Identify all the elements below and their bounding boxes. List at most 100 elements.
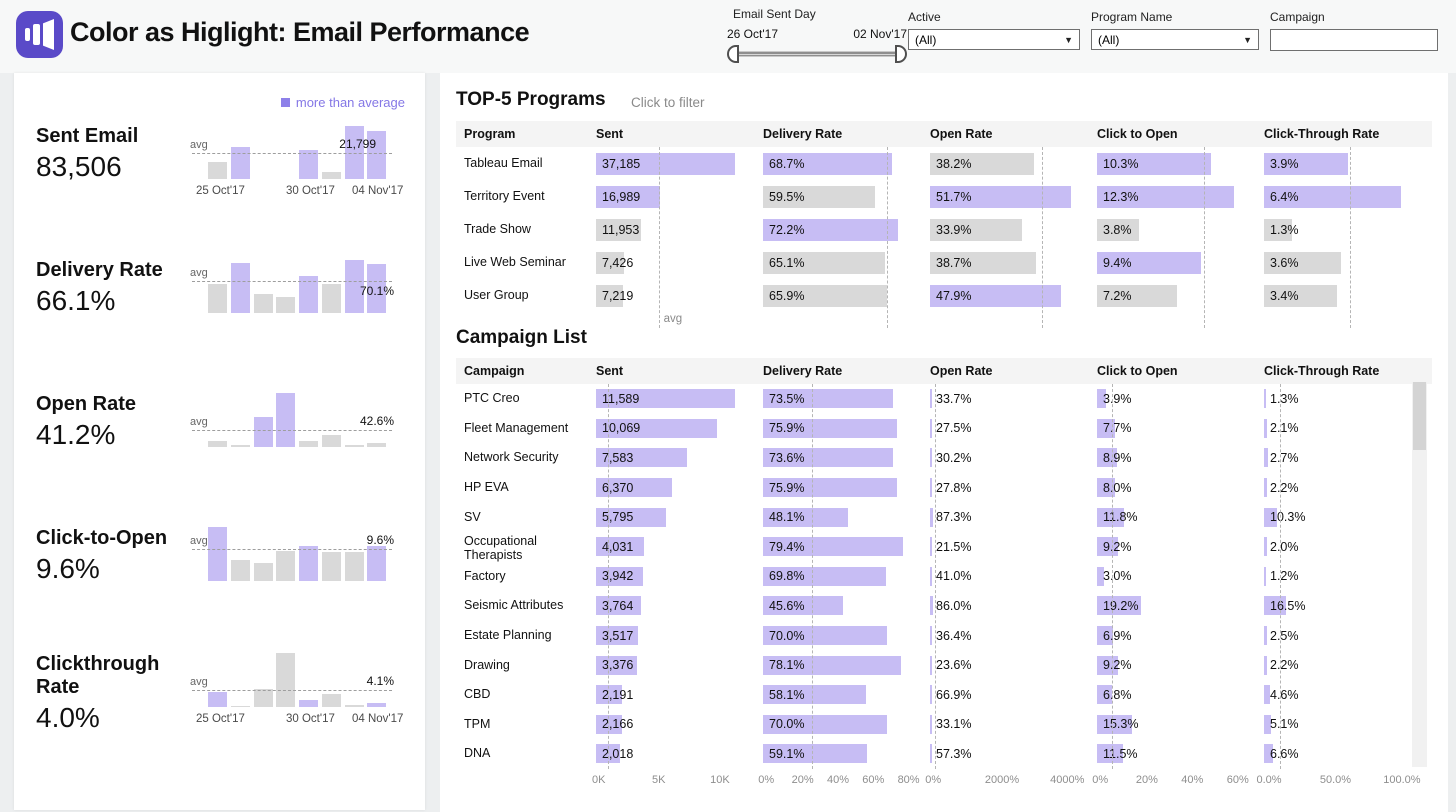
cell-bar[interactable] xyxy=(1264,251,1341,274)
cell-bar[interactable] xyxy=(930,389,932,409)
cell-bar[interactable] xyxy=(763,655,901,675)
table-row[interactable]: Seismic Attributes 3,764 45.6% 86.0% 19.2% 16… xyxy=(456,591,1432,621)
cell-bar[interactable] xyxy=(763,626,887,646)
table-row[interactable]: Factory 3,942 69.8% 41.0% 3.0% 1.2% xyxy=(456,562,1432,592)
cell-bar[interactable] xyxy=(1264,566,1266,586)
cell-bar[interactable] xyxy=(763,284,887,307)
slider-handle-start[interactable] xyxy=(727,45,739,63)
slider-handle-end[interactable] xyxy=(895,45,907,63)
scrollbar-thumb[interactable] xyxy=(1413,382,1426,450)
program-name-dropdown[interactable]: (All) ▼ xyxy=(1091,29,1259,50)
table-row[interactable]: Trade Show 11,953 72.2% 33.9% 3.8% 1.3% xyxy=(456,213,1432,246)
active-dropdown[interactable]: (All) ▼ xyxy=(908,29,1080,50)
cell-bar[interactable] xyxy=(763,566,886,586)
cell-bar[interactable] xyxy=(930,152,1034,175)
cell-bar[interactable] xyxy=(1097,152,1211,175)
cell-bar[interactable] xyxy=(930,566,932,586)
cell-bar[interactable] xyxy=(1097,744,1123,764)
cell-bar[interactable] xyxy=(763,478,897,498)
cell-bar[interactable] xyxy=(1264,448,1268,468)
cell-bar[interactable] xyxy=(930,655,932,675)
table-row[interactable]: Fleet Management 10,069 75.9% 27.5% 7.7% 2.1% xyxy=(456,414,1432,444)
cell-bar[interactable] xyxy=(930,537,932,557)
cell-bar[interactable] xyxy=(930,478,932,498)
cell-bar[interactable] xyxy=(1097,596,1141,616)
cell-bar[interactable] xyxy=(930,251,1036,274)
cell-bar[interactable] xyxy=(1097,185,1234,208)
cell-bar[interactable] xyxy=(1264,218,1292,241)
cell-bar[interactable] xyxy=(596,655,637,675)
cell-bar[interactable] xyxy=(1097,251,1201,274)
cell-bar[interactable] xyxy=(930,685,932,705)
cell-bar[interactable] xyxy=(763,685,866,705)
cell-bar[interactable] xyxy=(1264,714,1271,734)
cell-bar[interactable] xyxy=(596,685,622,705)
table-row[interactable]: User Group 7,219 65.9% 47.9% 7.2% 3.4% xyxy=(456,279,1432,312)
table-row[interactable]: Live Web Seminar 7,426 65.1% 38.7% 9.4% 3.6% xyxy=(456,246,1432,279)
table-row[interactable]: SV 5,795 48.1% 87.3% 11.8% 10.3% xyxy=(456,502,1432,532)
table-row[interactable]: Tableau Email 37,185 68.7% 38.2% 10.3% 3.9% xyxy=(456,147,1432,180)
cell-bar[interactable] xyxy=(1264,389,1266,409)
cell-bar[interactable] xyxy=(763,418,897,438)
cell-bar[interactable] xyxy=(596,478,672,498)
table-row[interactable]: TPM 2,166 70.0% 33.1% 15.3% 5.1% xyxy=(456,710,1432,740)
cell-bar[interactable] xyxy=(930,596,933,616)
cell-bar[interactable] xyxy=(596,566,643,586)
table-row[interactable]: Occupational Therapists 4,031 79.4% 21.5% 9.… xyxy=(456,532,1432,562)
cell-bar[interactable] xyxy=(1264,655,1267,675)
cell-bar[interactable] xyxy=(930,448,932,468)
date-range-slider[interactable] xyxy=(727,44,907,64)
cell-bar[interactable] xyxy=(596,596,641,616)
cell-bar[interactable] xyxy=(596,714,622,734)
cell-bar[interactable] xyxy=(763,714,887,734)
cell-bar[interactable] xyxy=(1264,744,1273,764)
cell-bar[interactable] xyxy=(763,507,848,527)
cell-bar[interactable] xyxy=(930,418,932,438)
table-row[interactable]: PTC Creo 11,589 73.5% 33.7% 3.9% 1.3% xyxy=(456,384,1432,414)
cell-bar[interactable] xyxy=(1264,507,1277,527)
cell-bar[interactable] xyxy=(1097,685,1112,705)
cell-bar[interactable] xyxy=(763,389,893,409)
cell-bar[interactable] xyxy=(596,626,638,646)
cell-bar[interactable] xyxy=(1264,478,1267,498)
table-row[interactable]: HP EVA 6,370 75.9% 27.8% 8.0% 2.2% xyxy=(456,473,1432,503)
cell-bar[interactable] xyxy=(1264,152,1348,175)
cell-bar[interactable] xyxy=(930,284,1061,307)
cell-bar[interactable] xyxy=(930,744,932,764)
table-row[interactable]: Network Security 7,583 73.6% 30.2% 8.9% 2.7% xyxy=(456,443,1432,473)
cell-bar[interactable] xyxy=(1097,389,1106,409)
cell-bar[interactable] xyxy=(596,251,624,274)
cell-bar[interactable] xyxy=(1264,537,1267,557)
table-row[interactable]: Territory Event 16,989 59.5% 51.7% 12.3% 6.4% xyxy=(456,180,1432,213)
cell-bar[interactable] xyxy=(763,744,867,764)
cell-bar[interactable] xyxy=(596,185,660,208)
table-row[interactable]: Estate Planning 3,517 70.0% 36.4% 6.9% 2.5% xyxy=(456,621,1432,651)
cell-bar[interactable] xyxy=(930,507,933,527)
cell-bar[interactable] xyxy=(1264,284,1337,307)
cell-bar[interactable] xyxy=(1264,185,1401,208)
cell-bar[interactable] xyxy=(930,714,932,734)
cell-bar[interactable] xyxy=(763,218,898,241)
cell-bar[interactable] xyxy=(596,418,717,438)
cell-bar[interactable] xyxy=(763,537,903,557)
cell-bar[interactable] xyxy=(1264,685,1270,705)
vertical-scrollbar[interactable] xyxy=(1412,382,1427,767)
table-row[interactable]: DNA 2,018 59.1% 57.3% 11.5% 6.6% xyxy=(456,739,1432,769)
cell-bar[interactable] xyxy=(930,626,932,646)
cell-bar[interactable] xyxy=(1097,218,1139,241)
cell-bar[interactable] xyxy=(596,507,666,527)
cell-bar[interactable] xyxy=(596,152,735,175)
cell-bar[interactable] xyxy=(763,596,843,616)
cell-bar[interactable] xyxy=(596,389,735,409)
cell-bar[interactable] xyxy=(1264,418,1267,438)
campaign-search-input[interactable] xyxy=(1270,29,1438,51)
cell-bar[interactable] xyxy=(763,152,892,175)
cell-bar[interactable] xyxy=(1097,478,1115,498)
cell-bar[interactable] xyxy=(1264,626,1267,646)
slider-track[interactable] xyxy=(735,51,899,57)
cell-bar[interactable] xyxy=(1097,284,1177,307)
cell-bar[interactable] xyxy=(763,448,893,468)
cell-bar[interactable] xyxy=(930,185,1071,208)
cell-bar[interactable] xyxy=(596,284,623,307)
cell-bar[interactable] xyxy=(930,218,1022,241)
